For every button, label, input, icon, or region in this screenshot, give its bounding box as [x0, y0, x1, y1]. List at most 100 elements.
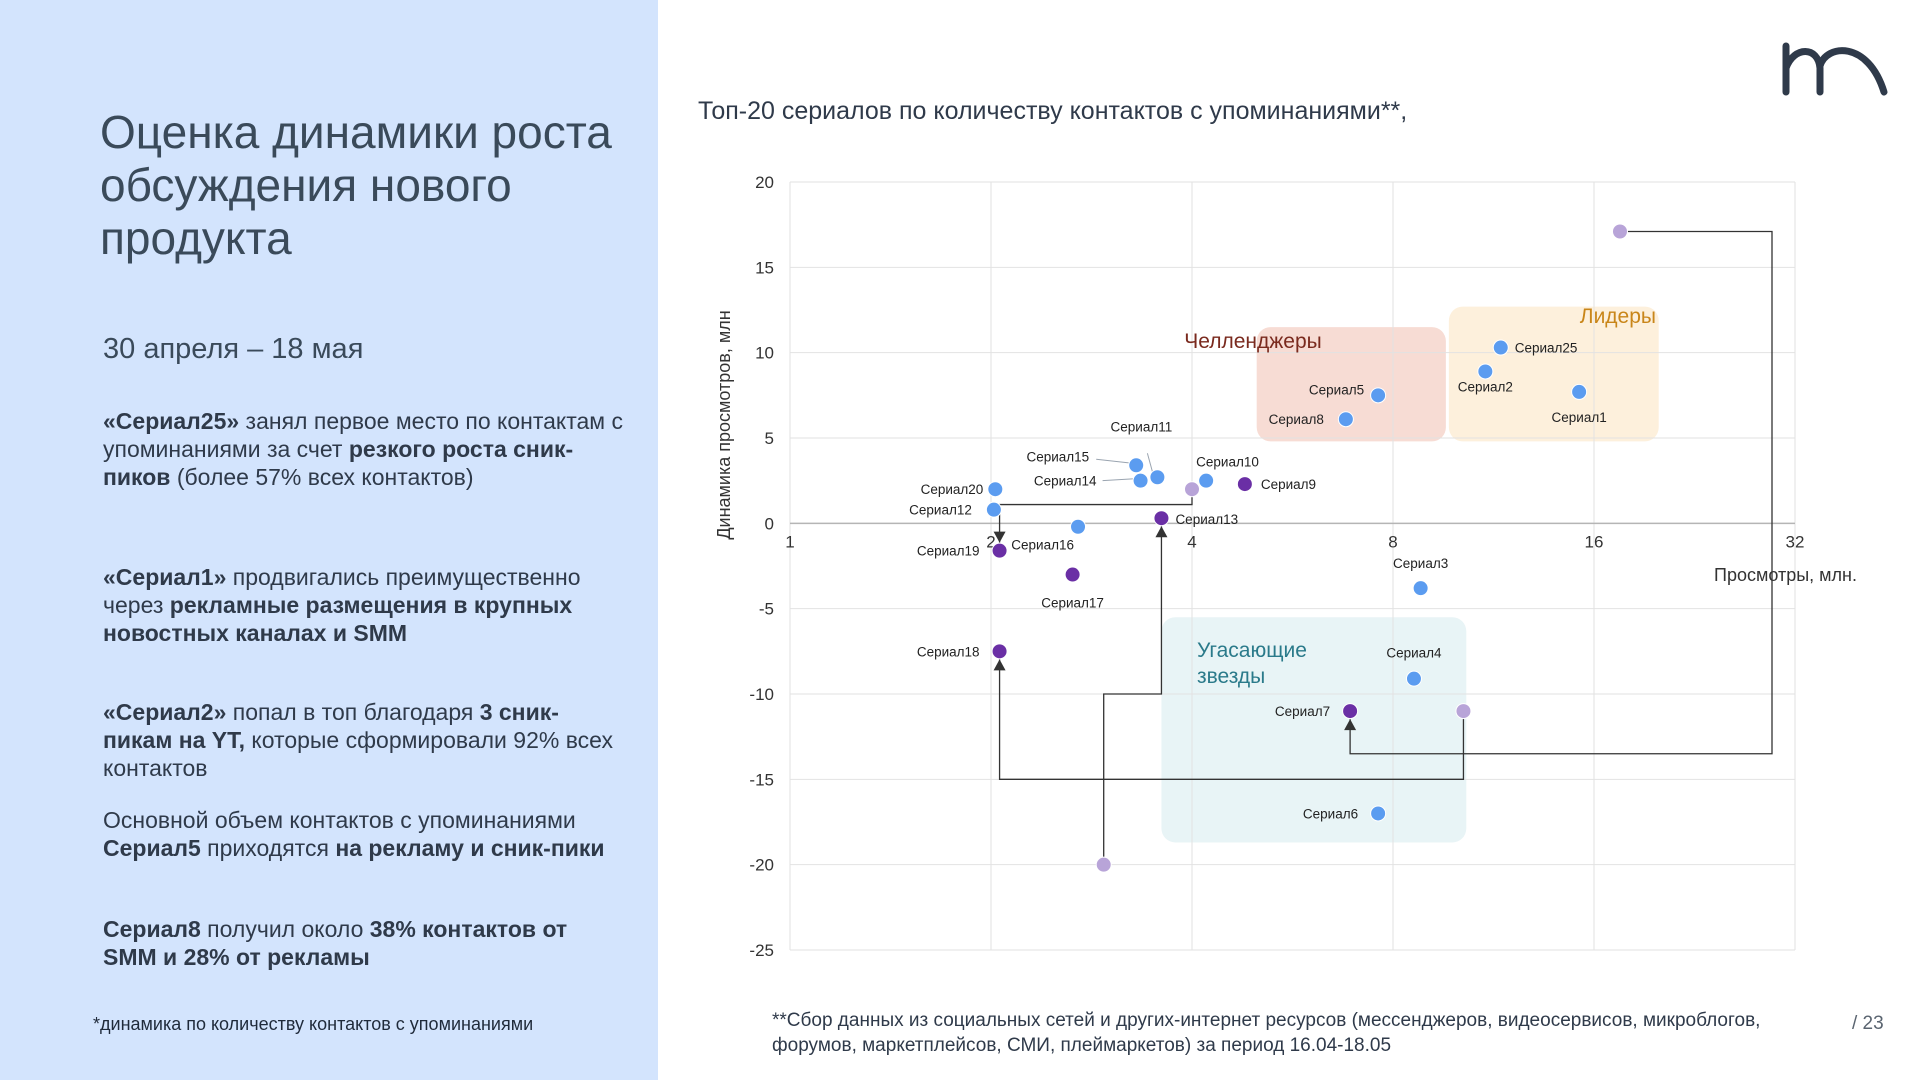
page-title: Оценка динамики роста обсуждения нового …	[100, 106, 612, 264]
insight-paragraph-1: «Сериал25» занял первое место по контакт…	[103, 407, 623, 491]
point-label: Сериал2	[1458, 379, 1513, 394]
point-label: Сериал20	[921, 482, 984, 497]
x-tick-label: 16	[1585, 532, 1604, 551]
insight-paragraph-4: Основной объем контактов с упоминаниями …	[103, 806, 623, 862]
scatter-chart: 1 2 4 8 16 32 20 15 10 5 0 -5 -10 -15 -20 -25 Просмотры,…	[700, 160, 1870, 960]
data-point	[1412, 580, 1429, 597]
paragraph-run: (более 57% всех контактов)	[170, 464, 474, 490]
brand-logo-icon	[1782, 42, 1888, 96]
connector-line	[1349, 230, 1773, 755]
paragraph-run: резкого роста сник-пиков	[103, 436, 574, 490]
zone-label-word: звезды	[1197, 665, 1265, 688]
connector-arrow	[993, 531, 1006, 543]
point-label: Сериал13	[1175, 512, 1238, 527]
point-label: Сериал25	[1515, 341, 1578, 356]
point-label: Сериал4	[1386, 646, 1442, 661]
y-tick-label: -25	[749, 941, 774, 960]
y-tick-label: -10	[749, 685, 774, 704]
point-label: Сериал19	[917, 544, 980, 559]
x-axis-label: Просмотры, млн.	[1714, 565, 1857, 585]
paragraph-run: занял первое место по контактам с упомин…	[103, 408, 624, 462]
data-point	[1342, 703, 1359, 720]
paragraph-run: рекламные размещения в крупных новостных…	[103, 592, 573, 646]
data-point	[1184, 481, 1200, 498]
insight-paragraph-5: Сериал8 получил около 38% контактов от S…	[103, 915, 623, 971]
point-label: Сериал12	[909, 503, 972, 518]
paragraph-run: Сериал5	[103, 835, 201, 861]
point-label: Сериал8	[1269, 412, 1324, 427]
y-tick-label: -20	[749, 856, 774, 875]
y-tick-label: 10	[755, 344, 774, 363]
y-tick-label: -15	[749, 770, 774, 789]
data-point	[1370, 387, 1387, 404]
data-point	[1064, 566, 1081, 583]
data-point	[1198, 472, 1215, 489]
data-point	[1132, 472, 1149, 489]
leader-line	[1102, 478, 1137, 482]
connector-arrow	[1155, 526, 1168, 538]
connector-arrow	[1344, 719, 1357, 731]
data-point	[1236, 476, 1253, 493]
x-tick-label: 8	[1388, 532, 1397, 551]
chart-title: Топ-20 сериалов по количеству контактов …	[698, 97, 1408, 125]
y-tick-label: -5	[759, 600, 774, 619]
insight-paragraph-3: «Сериал2» попал в топ благодаря 3 сник-п…	[103, 698, 623, 782]
data-point	[1455, 703, 1472, 720]
point-label: Сериал6	[1303, 806, 1358, 821]
connector-arrow	[993, 659, 1006, 671]
paragraph-run: попал в топ благодаря	[226, 699, 480, 725]
point-label: Сериал3	[1393, 556, 1448, 571]
point-label: Сериал10	[1196, 455, 1259, 470]
x-tick-label: 32	[1786, 532, 1805, 551]
data-point	[1153, 510, 1170, 527]
paragraph-run: на рекламу и сник-пики	[335, 835, 605, 861]
data-point	[1128, 457, 1145, 474]
paragraph-run: приходятся	[200, 835, 336, 861]
point-label: Сериал15	[1026, 449, 1089, 464]
chart-svg: 1 2 4 8 16 32 20 15 10 5 0 -5 -10 -15 -20 -25 Просмотры,…	[714, 173, 1857, 960]
zone-label: Челленджеры	[1184, 330, 1322, 353]
zone-label: Угасающие звезды	[1197, 639, 1307, 688]
y-axis-label: Динамика просмотров, млн	[714, 310, 734, 539]
y-tick-label: 15	[755, 258, 774, 277]
data-point	[991, 643, 1008, 660]
point-label: Сериал1	[1552, 410, 1607, 425]
insight-paragraph-2: «Сериал1» продвигались преимущественно ч…	[103, 563, 623, 647]
paragraph-run: получил около	[200, 916, 370, 942]
x-tick-label: 1	[785, 532, 794, 551]
data-point	[987, 481, 1004, 498]
y-tick-label: 20	[755, 173, 774, 192]
left-panel: Оценка динамики роста обсуждения нового …	[0, 0, 658, 1080]
data-point	[1611, 223, 1628, 240]
page-number: / 23	[1852, 1013, 1884, 1034]
data-point	[1492, 339, 1509, 356]
zone-label-word: Угасающие	[1197, 639, 1307, 662]
zone-1	[1256, 327, 1446, 442]
point-label: Сериал5	[1309, 382, 1364, 397]
data-point	[1571, 383, 1588, 400]
paragraph-run: «Сериал25»	[103, 408, 240, 434]
data-point	[1370, 805, 1387, 822]
data-point	[1337, 411, 1354, 428]
point-label: Сериал18	[917, 644, 980, 659]
connector-line	[1103, 526, 1163, 865]
footnote-left: *динамика по количеству контактов с упом…	[93, 1014, 534, 1034]
paragraph-run: «Сериал2»	[103, 699, 227, 725]
y-tick-label: 0	[765, 514, 774, 533]
point-label: Сериал7	[1275, 704, 1330, 719]
y-tick-label: 5	[765, 429, 774, 448]
data-point	[985, 501, 1002, 518]
paragraph-run: которые сформировали 92% всех контактов	[103, 727, 613, 781]
x-tick-label: 4	[1187, 532, 1196, 551]
footnote-right: **Сбор данных из социальных сетей и друг…	[772, 1010, 1761, 1056]
x-tick-label: 2	[986, 532, 995, 551]
paragraph-run: от SMM и 28% от рекламы	[103, 916, 568, 970]
data-point	[1095, 856, 1112, 873]
paragraph-run: продвигались преимущественно через	[103, 564, 581, 618]
zone-label: Лидеры	[1580, 305, 1656, 328]
period-label: 30 апреля – 18 мая	[103, 333, 364, 365]
zone-3	[1161, 617, 1467, 843]
paragraph-run: 3 сник-пикам на YT,	[103, 699, 559, 753]
data-point	[991, 542, 1008, 559]
point-label: Сериал16	[1011, 538, 1074, 553]
